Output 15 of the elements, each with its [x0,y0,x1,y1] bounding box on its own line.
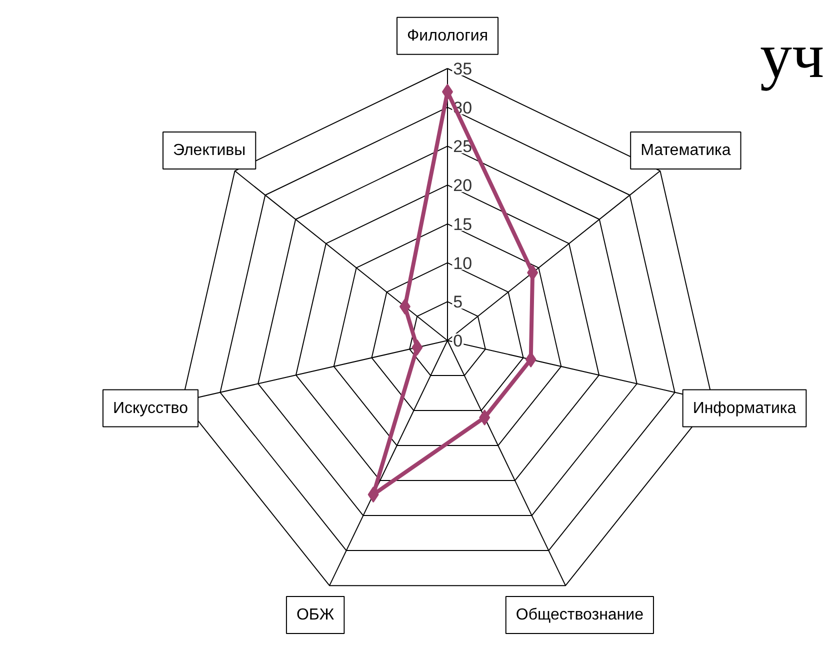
text: уч [760,20,824,91]
spoke-label: Информатика [692,400,796,417]
y-tick-label: 35 [453,60,472,78]
y-tick-label: 25 [453,137,472,156]
y-tick-label: 5 [453,292,463,312]
spoke-label: Искусство [112,400,188,417]
y-tick-label: 15 [453,214,472,234]
y-tick-label: 20 [453,176,472,196]
spoke-label: ОБЖ [296,606,334,624]
spoke-label: Филология [406,27,488,44]
spoke-label: Математика [640,142,731,160]
spoke-label: Обществознание [516,606,644,624]
y-tick-label: 10 [453,254,472,273]
y-tick-label: 0 [453,332,463,350]
spoke-label: Элективы [173,142,246,160]
